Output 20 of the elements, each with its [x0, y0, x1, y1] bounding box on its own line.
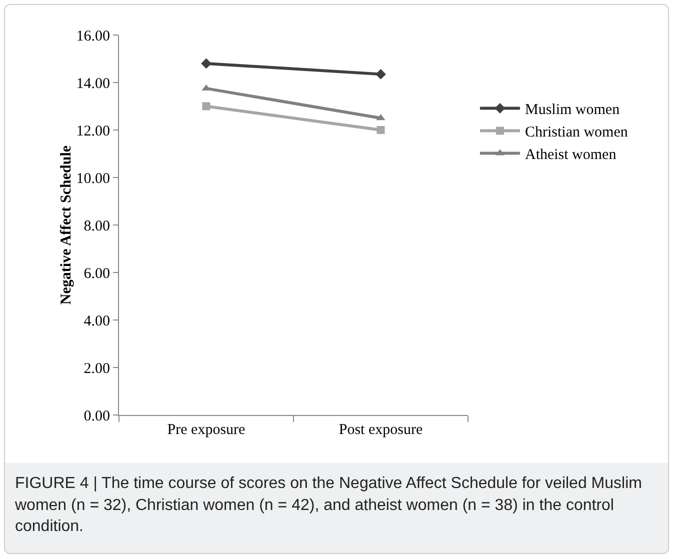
y-tick-label: 4.00 — [84, 313, 110, 330]
y-tick-label: 14.00 — [76, 76, 110, 92]
caption: FIGURE 4 | The time course of scores on the Negative Affect Schedule for veiled Muslim women (n = 32), Christian women (n = 42), and atheist women (n = 38) in the control condition. — [14, 474, 643, 538]
y-tick-label: 12.00 — [76, 123, 110, 140]
y-tick-label: 2.00 — [84, 360, 110, 377]
y-tick-label: 0.00 — [84, 408, 110, 424]
point — [201, 58, 212, 69]
point — [376, 68, 386, 80]
legend-label: Muslim women — [524, 102, 620, 118]
x-tick-label: Post exposure — [338, 422, 423, 438]
y-tick-label: 16.00 — [76, 28, 110, 44]
y-axis-title: Negative Affect Schedule — [58, 145, 74, 305]
legend-label: Christian women — [524, 124, 628, 141]
legend-label: Atheist women — [524, 147, 617, 164]
y-tick-label: 10.00 — [76, 170, 110, 187]
point — [376, 126, 385, 134]
y-tick-label: 6.00 — [84, 266, 110, 282]
x-tick-label: Pre exposure — [167, 422, 246, 438]
y-tick-label: 8.00 — [84, 218, 110, 234]
point — [202, 102, 210, 110]
